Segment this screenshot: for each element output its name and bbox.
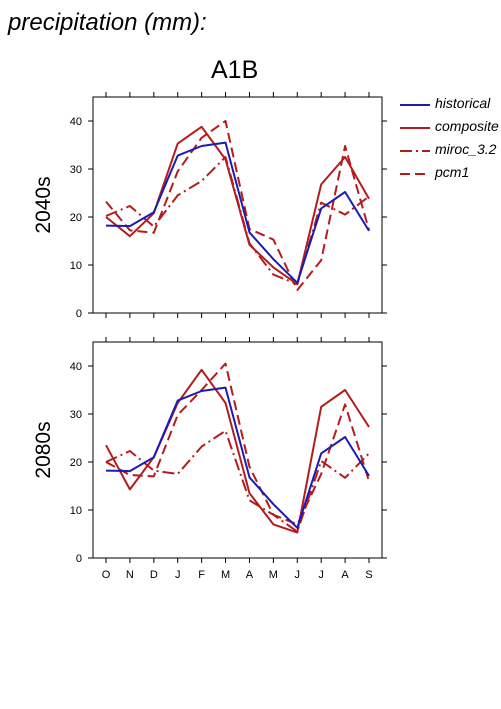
legend-label: composite (435, 118, 499, 134)
y-tick-label: 30 (70, 409, 82, 421)
legend-swatch-miroc (400, 150, 430, 152)
plot-frame (92, 341, 383, 559)
y-tick-label: 0 (76, 553, 82, 565)
series-line-historical (105, 141, 370, 284)
y-tick-label: 40 (70, 116, 82, 128)
x-tick-label: A (246, 569, 254, 581)
x-tick-label: A (341, 569, 349, 581)
panel-label: 2040s (32, 176, 55, 233)
legend-swatch-composite (400, 127, 430, 129)
x-tick-label: J (175, 569, 181, 581)
x-tick-label: O (102, 569, 111, 581)
x-tick-label: S (365, 569, 372, 581)
page-title: precipitation (mm): (8, 9, 207, 36)
plot-frame (92, 96, 383, 314)
x-tick-label: J (295, 569, 301, 581)
x-tick-label: D (150, 569, 158, 581)
panel-label: 2080s (32, 421, 55, 478)
y-tick-label: 30 (70, 164, 82, 176)
y-tick-label: 10 (70, 505, 82, 517)
x-tick-label: M (269, 569, 278, 581)
legend-label: historical (435, 95, 491, 111)
y-tick-label: 20 (70, 212, 82, 224)
x-tick-label: F (198, 569, 205, 581)
y-tick-label: 10 (70, 260, 82, 272)
x-tick-label: M (221, 569, 230, 581)
series-line-composite (105, 125, 370, 286)
legend-swatch-historical (400, 104, 430, 106)
series-line-composite (105, 368, 370, 534)
legend-swatch-pcm1 (400, 173, 430, 175)
series-line-miroc-3-2 (105, 429, 370, 533)
legend-label: miroc_3.2 (435, 141, 497, 157)
x-tick-label: J (318, 569, 324, 581)
series-line-pcm1 (105, 362, 370, 526)
legend-label: pcm1 (435, 164, 470, 180)
y-tick-label: 0 (76, 308, 82, 320)
x-tick-label: N (126, 569, 134, 581)
scenario-title: A1B (211, 56, 259, 84)
y-tick-label: 20 (70, 457, 82, 469)
series-line-historical (105, 386, 370, 529)
y-tick-label: 40 (70, 361, 82, 373)
